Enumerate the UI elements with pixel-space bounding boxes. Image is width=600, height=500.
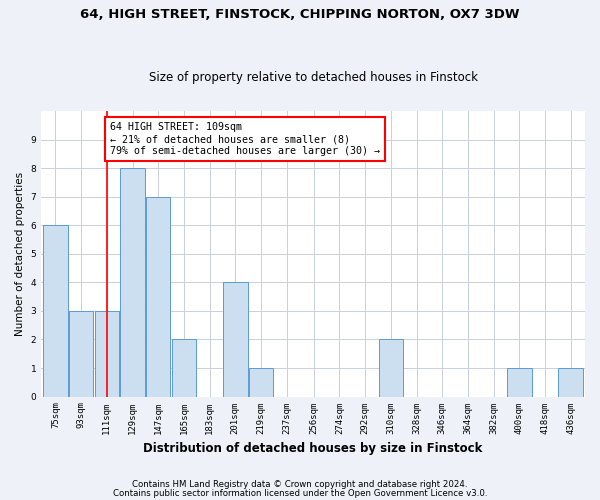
Text: Contains public sector information licensed under the Open Government Licence v3: Contains public sector information licen… xyxy=(113,488,487,498)
Bar xyxy=(172,340,196,396)
Text: 64 HIGH STREET: 109sqm
← 21% of detached houses are smaller (8)
79% of semi-deta: 64 HIGH STREET: 109sqm ← 21% of detached… xyxy=(110,122,380,156)
Y-axis label: Number of detached properties: Number of detached properties xyxy=(15,172,25,336)
Text: 64, HIGH STREET, FINSTOCK, CHIPPING NORTON, OX7 3DW: 64, HIGH STREET, FINSTOCK, CHIPPING NORT… xyxy=(80,8,520,20)
Bar xyxy=(69,311,94,396)
Bar xyxy=(559,368,583,396)
Bar xyxy=(95,311,119,396)
X-axis label: Distribution of detached houses by size in Finstock: Distribution of detached houses by size … xyxy=(143,442,483,455)
Text: Contains HM Land Registry data © Crown copyright and database right 2024.: Contains HM Land Registry data © Crown c… xyxy=(132,480,468,489)
Bar xyxy=(249,368,273,396)
Title: Size of property relative to detached houses in Finstock: Size of property relative to detached ho… xyxy=(149,70,478,84)
Bar xyxy=(43,226,68,396)
Bar xyxy=(223,282,248,397)
Bar xyxy=(120,168,145,396)
Bar xyxy=(507,368,532,396)
Bar xyxy=(146,196,170,396)
Bar xyxy=(379,340,403,396)
